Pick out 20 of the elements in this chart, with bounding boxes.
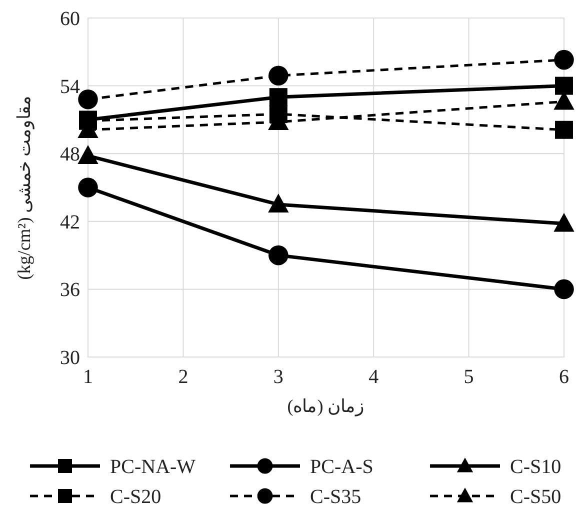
x-tick-label: 5 <box>464 366 474 388</box>
y-tick-label: 48 <box>60 144 80 166</box>
legend-label: PC-A-S <box>310 456 374 478</box>
y-tick-label: 30 <box>60 347 80 369</box>
legend-label: PC-NA-W <box>110 456 196 478</box>
x-tick-label: 4 <box>368 366 379 388</box>
legend-label: C-S50 <box>510 486 562 508</box>
x-axis-title: زمان (ماه) <box>287 396 365 417</box>
y-axis-title: مقاومت خمشی (kg/cm²) <box>14 95 35 280</box>
x-tick-label: 3 <box>273 366 284 388</box>
x-tick-label: 6 <box>559 366 569 388</box>
y-tick-label: 36 <box>60 279 80 302</box>
x-tick-label: 1 <box>83 366 93 388</box>
legend-label: C-S10 <box>510 456 562 478</box>
legend-label: C-S20 <box>110 486 162 508</box>
y-tick-label: 54 <box>60 76 80 98</box>
y-tick-label: 60 <box>60 8 80 30</box>
legend-label: C-S35 <box>310 486 362 508</box>
y-tick-label: 42 <box>60 211 80 234</box>
x-tick-label: 2 <box>178 366 188 388</box>
